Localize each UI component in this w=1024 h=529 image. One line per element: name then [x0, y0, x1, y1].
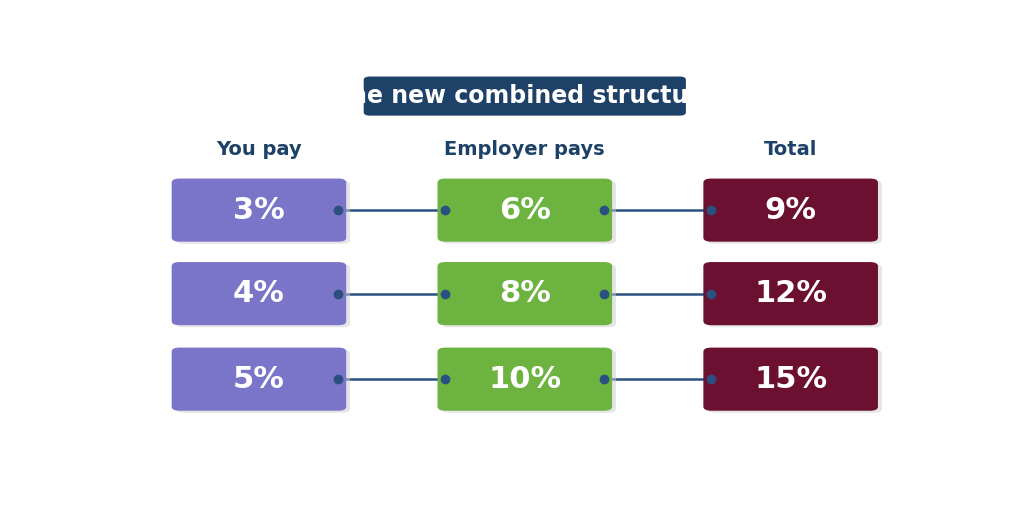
Text: 12%: 12% — [754, 279, 827, 308]
Text: The new combined structure: The new combined structure — [334, 84, 716, 108]
Text: 6%: 6% — [499, 196, 551, 225]
FancyBboxPatch shape — [708, 180, 882, 244]
FancyBboxPatch shape — [703, 348, 878, 411]
FancyBboxPatch shape — [708, 350, 882, 413]
Text: 9%: 9% — [765, 196, 817, 225]
Text: 3%: 3% — [233, 196, 285, 225]
FancyBboxPatch shape — [437, 262, 612, 325]
Text: Employer pays: Employer pays — [444, 140, 605, 159]
FancyBboxPatch shape — [708, 264, 882, 327]
Text: 5%: 5% — [233, 364, 285, 394]
FancyBboxPatch shape — [437, 348, 612, 411]
Text: 15%: 15% — [754, 364, 827, 394]
FancyBboxPatch shape — [441, 264, 616, 327]
FancyBboxPatch shape — [172, 262, 346, 325]
FancyBboxPatch shape — [703, 179, 878, 242]
FancyBboxPatch shape — [176, 180, 350, 244]
FancyBboxPatch shape — [172, 179, 346, 242]
FancyBboxPatch shape — [176, 350, 350, 413]
Text: Total: Total — [764, 140, 817, 159]
FancyBboxPatch shape — [172, 348, 346, 411]
Text: 8%: 8% — [499, 279, 551, 308]
FancyBboxPatch shape — [703, 262, 878, 325]
FancyBboxPatch shape — [364, 77, 686, 116]
Text: 4%: 4% — [233, 279, 285, 308]
FancyBboxPatch shape — [437, 179, 612, 242]
FancyBboxPatch shape — [441, 350, 616, 413]
FancyBboxPatch shape — [441, 180, 616, 244]
Text: You pay: You pay — [216, 140, 302, 159]
Text: 10%: 10% — [488, 364, 561, 394]
FancyBboxPatch shape — [176, 264, 350, 327]
